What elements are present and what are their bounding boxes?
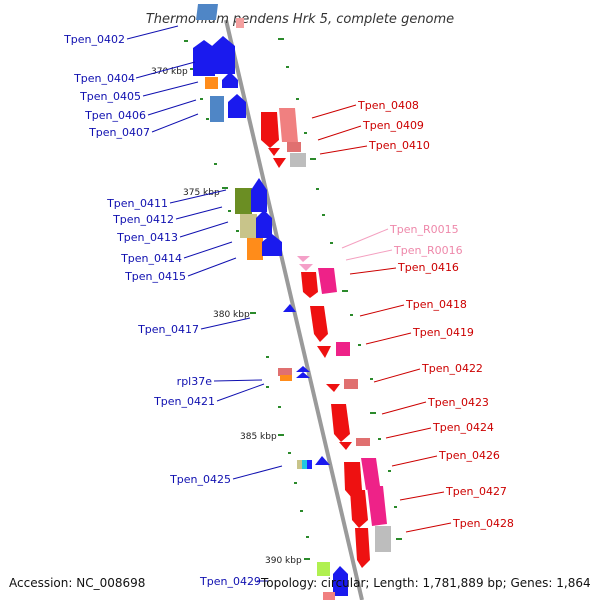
gene-feature[interactable] — [236, 18, 244, 28]
genome-summary-text: Topology: circular; Length: 1,781,889 bp… — [260, 576, 591, 590]
gene-label[interactable]: rpl37e — [177, 375, 213, 388]
gene-feature[interactable] — [262, 234, 282, 256]
gene-feature[interactable] — [301, 272, 318, 298]
gene-feature[interactable] — [317, 562, 330, 576]
gene-feature[interactable] — [210, 96, 224, 122]
gene-label[interactable]: Tpen_0405 — [79, 90, 141, 103]
gene-label[interactable]: Tpen_0408 — [357, 99, 419, 112]
gene-label[interactable]: Tpen_0407 — [88, 126, 150, 139]
gene-feature[interactable] — [297, 460, 303, 469]
gene-label[interactable]: Tpen_0427 — [445, 485, 507, 498]
gene-feature[interactable] — [296, 372, 310, 378]
tick-label: 385 kbp — [240, 432, 277, 442]
gene-feature[interactable] — [196, 4, 218, 20]
gene-feature[interactable] — [333, 566, 348, 596]
gene-feature[interactable] — [375, 526, 391, 552]
gene-label[interactable]: Tpen_0415 — [124, 270, 186, 283]
gene-feature[interactable] — [317, 346, 331, 358]
tick-label: 380 kbp — [213, 310, 250, 320]
gene-feature[interactable] — [296, 366, 310, 372]
gene-label[interactable]: Tpen_R0015 — [389, 223, 459, 236]
gene-feature[interactable] — [280, 375, 292, 381]
gene-label[interactable]: Tpen_0409 — [362, 119, 424, 132]
gene-label[interactable]: Tpen_0413 — [116, 231, 178, 244]
gene-feature[interactable] — [323, 592, 335, 600]
gene-label[interactable]: Tpen_0418 — [405, 298, 467, 311]
gene-feature[interactable] — [247, 238, 263, 260]
gene-feature[interactable] — [273, 158, 286, 168]
gene-feature[interactable] — [367, 486, 387, 526]
gene-feature[interactable] — [212, 36, 235, 74]
gene-feature[interactable] — [283, 304, 296, 312]
gene-feature[interactable] — [310, 306, 328, 342]
gene-feature[interactable] — [326, 384, 340, 392]
gene-feature[interactable] — [361, 458, 380, 490]
gene-feature[interactable] — [344, 379, 358, 389]
gene-label[interactable]: Tpen_0426 — [438, 449, 500, 462]
gene-feature[interactable] — [279, 108, 298, 142]
gene-feature[interactable] — [287, 142, 301, 152]
gene-feature[interactable] — [336, 342, 350, 356]
gene-label[interactable]: Tpen_0417 — [137, 323, 199, 336]
gene-label[interactable]: Tpen_0416 — [397, 261, 459, 274]
gene-label[interactable]: Tpen_0422 — [421, 362, 483, 375]
gene-label[interactable]: Tpen_R0016 — [393, 244, 463, 257]
gene-feature[interactable] — [205, 77, 218, 89]
gene-label[interactable]: Tpen_0402 — [63, 33, 125, 46]
gene-label[interactable]: Tpen_0428 — [452, 517, 514, 530]
gene-feature[interactable] — [297, 256, 310, 262]
tick-label: 370 kbp — [151, 67, 188, 77]
gene-label[interactable]: Tpen_0421 — [153, 395, 215, 408]
tick-label: 390 kbp — [265, 556, 302, 566]
spacer-marks — [184, 38, 402, 560]
gene-label[interactable]: Tpen_0411 — [106, 197, 168, 210]
gene-feature[interactable] — [261, 112, 279, 148]
gene-label[interactable]: Tpen_0404 — [73, 72, 135, 85]
gene-label[interactable]: Tpen_0419 — [412, 326, 474, 339]
left-leader-lines — [126, 25, 283, 480]
gene-feature[interactable] — [278, 368, 292, 376]
gene-feature[interactable] — [240, 214, 257, 238]
gene-feature[interactable] — [222, 72, 238, 88]
left-gene-labels: Tpen_0402 Tpen_0404 Tpen_0405 Tpen_0406 … — [63, 33, 261, 588]
accession-text: Accession: NC_008698 — [9, 576, 145, 590]
right-gene-labels: Tpen_0408 Tpen_0409 Tpen_0410 Tpen_R0015… — [357, 99, 514, 530]
gene-feature[interactable] — [251, 178, 267, 212]
gene-feature[interactable] — [302, 460, 308, 469]
gene-feature[interactable] — [268, 148, 280, 156]
gene-feature[interactable] — [356, 438, 370, 446]
gene-label[interactable]: Tpen_0425 — [169, 473, 231, 486]
gene-feature[interactable] — [228, 94, 246, 118]
gene-label[interactable]: Tpen_0423 — [427, 396, 489, 409]
gene-feature[interactable] — [193, 40, 215, 76]
right-leader-lines — [311, 104, 452, 533]
left-gene-features — [193, 4, 348, 596]
tick-label: 375 kbp — [183, 188, 220, 198]
gene-feature[interactable] — [344, 462, 362, 498]
gene-feature[interactable] — [235, 188, 252, 214]
gene-feature[interactable] — [307, 460, 312, 469]
gene-feature[interactable] — [299, 264, 313, 271]
gene-feature[interactable] — [339, 442, 352, 450]
gene-feature[interactable] — [256, 210, 272, 238]
gene-label[interactable]: Tpen_0412 — [112, 213, 174, 226]
gene-feature[interactable] — [350, 490, 368, 528]
gene-feature[interactable] — [290, 153, 306, 167]
gene-label[interactable]: Tpen_0406 — [84, 109, 146, 122]
gene-label[interactable]: Tpen_0429 — [199, 575, 261, 588]
gene-feature[interactable] — [331, 404, 350, 442]
gene-feature[interactable] — [315, 456, 330, 465]
gene-label[interactable]: Tpen_0410 — [368, 139, 430, 152]
gene-label[interactable]: Tpen_0424 — [432, 421, 494, 434]
gene-label[interactable]: Tpen_0414 — [120, 252, 182, 265]
map-title: Thermofilum pendens Hrk 5, complete geno… — [146, 12, 454, 27]
gene-feature[interactable] — [355, 528, 370, 568]
gene-feature[interactable] — [318, 268, 337, 294]
right-gene-features — [236, 18, 391, 600]
